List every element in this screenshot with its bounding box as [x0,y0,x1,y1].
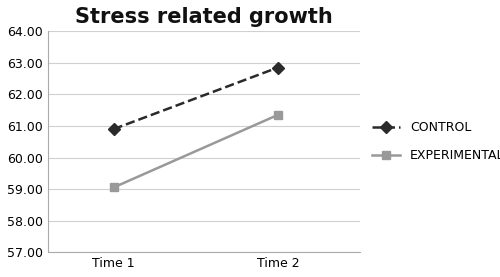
Title: Stress related growth: Stress related growth [75,7,333,27]
Legend: CONTROL, EXPERIMENTAL: CONTROL, EXPERIMENTAL [372,121,500,162]
